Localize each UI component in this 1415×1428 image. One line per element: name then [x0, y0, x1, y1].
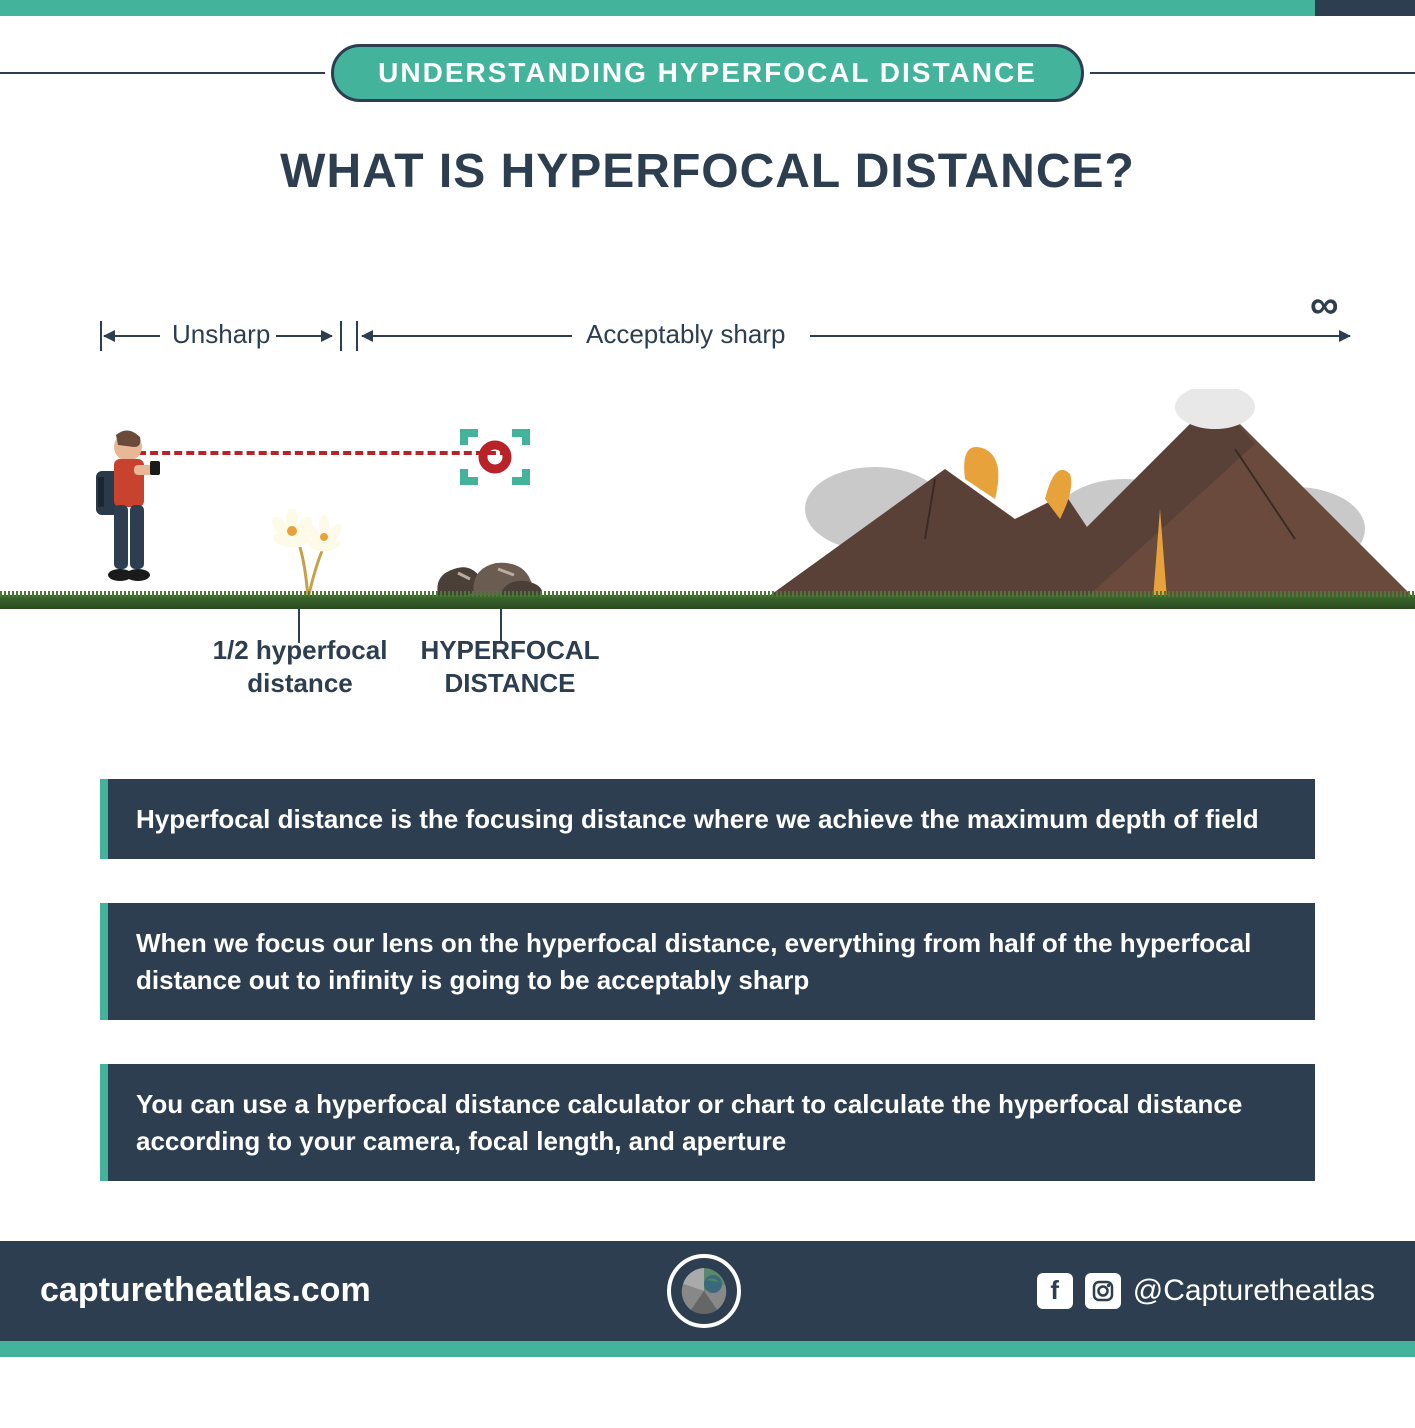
sharp-start-tick — [356, 321, 358, 351]
infinity-symbol: ∞ — [1310, 283, 1339, 328]
footer-handle: @Capturetheatlas — [1133, 1274, 1375, 1308]
header-badge-row: UNDERSTANDING HYPERFOCAL DISTANCE — [0, 44, 1415, 102]
half-distance-label-line1: 1/2 hyperfocal — [213, 635, 388, 665]
hyperfocal-label-line2: DISTANCE — [445, 668, 576, 698]
focus-target-icon — [460, 429, 530, 490]
flower-illustration — [270, 509, 350, 604]
unsharp-arrow-right — [276, 335, 332, 337]
top-accent-bar — [0, 0, 1415, 16]
unsharp-start-tick — [100, 321, 102, 351]
hyperfocal-label-line1: HYPERFOCAL — [420, 635, 599, 665]
instagram-icon — [1085, 1273, 1121, 1309]
volcano-illustration — [735, 389, 1415, 614]
info-box-1: Hyperfocal distance is the focusing dist… — [100, 779, 1315, 859]
footer-logo-icon — [667, 1254, 741, 1328]
info-box-list: Hyperfocal distance is the focusing dist… — [100, 779, 1315, 1181]
sharp-label: Acceptably sharp — [586, 319, 785, 350]
sharp-arrow-right — [810, 335, 1350, 337]
unsharp-label: Unsharp — [172, 319, 270, 350]
footer-url: capturetheatlas.com — [40, 1271, 371, 1310]
footer-bar: capturetheatlas.com f @Capturetheatlas — [0, 1241, 1415, 1341]
footer-social: f @Capturetheatlas — [1037, 1273, 1375, 1309]
info-box-2: When we focus our lens on the hyperfocal… — [100, 903, 1315, 1020]
ground-strip — [0, 595, 1415, 609]
photographer-illustration — [90, 429, 160, 604]
page-title: WHAT IS HYPERFOCAL DISTANCE? — [0, 144, 1415, 199]
range-indicators: Unsharp Acceptably sharp ∞ — [100, 319, 1355, 359]
unsharp-arrow-left — [104, 335, 160, 337]
facebook-icon: f — [1037, 1273, 1073, 1309]
bottom-accent-bar — [0, 1341, 1415, 1357]
hyperfocal-diagram: Unsharp Acceptably sharp ∞ — [40, 319, 1375, 679]
half-distance-label: 1/2 hyperfocal distance — [210, 634, 390, 699]
hyperfocal-distance-label: HYPERFOCAL DISTANCE — [420, 634, 600, 699]
half-distance-label-line2: distance — [247, 668, 353, 698]
unsharp-end-tick — [340, 321, 342, 351]
focus-line — [138, 451, 508, 455]
sharp-arrow-left — [362, 335, 572, 337]
section-badge: UNDERSTANDING HYPERFOCAL DISTANCE — [331, 44, 1084, 102]
info-box-3: You can use a hyperfocal distance calcul… — [100, 1064, 1315, 1181]
